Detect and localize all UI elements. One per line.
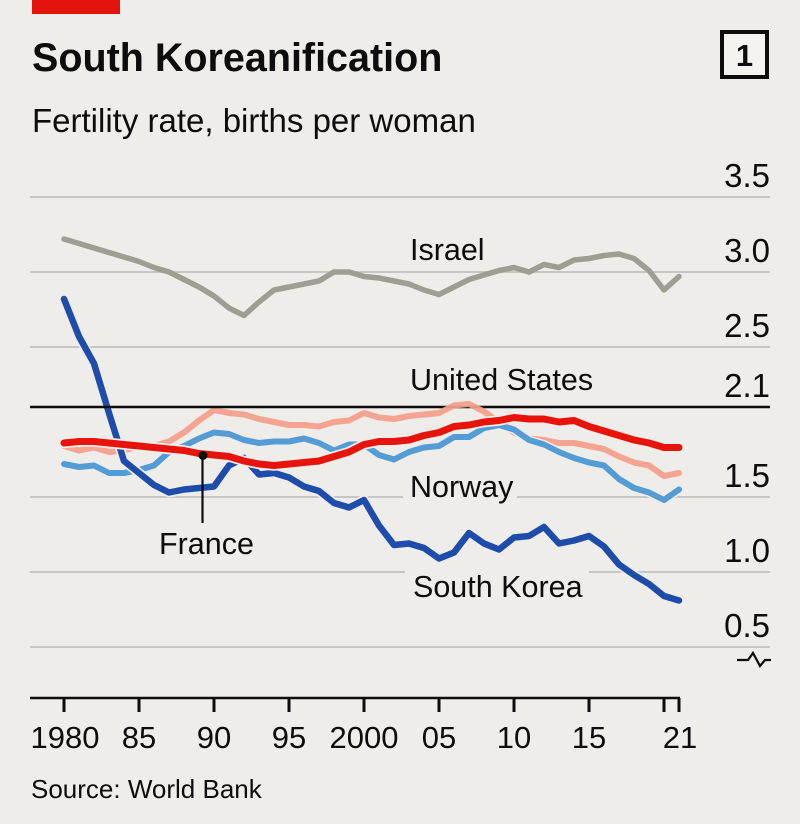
svg-text:3.0: 3.0 [724, 232, 770, 269]
svg-text:South Korea: South Korea [413, 570, 583, 604]
svg-text:95: 95 [272, 720, 306, 755]
svg-text:Fertility rate, births per wom: Fertility rate, births per woman [32, 102, 476, 139]
svg-text:2000: 2000 [330, 720, 399, 755]
svg-text:United States: United States [410, 363, 593, 397]
svg-text:85: 85 [122, 720, 156, 755]
svg-text:2.1: 2.1 [724, 367, 770, 404]
svg-text:2.5: 2.5 [724, 307, 770, 344]
svg-text:South Koreanification: South Koreanification [32, 36, 442, 80]
svg-text:0.5: 0.5 [724, 607, 770, 644]
svg-text:Source: World Bank: Source: World Bank [31, 774, 263, 804]
svg-text:1: 1 [736, 38, 753, 73]
svg-text:05: 05 [422, 720, 456, 755]
svg-text:15: 15 [572, 720, 606, 755]
svg-text:France: France [159, 527, 254, 561]
svg-text:1.5: 1.5 [724, 457, 770, 494]
svg-text:1.0: 1.0 [724, 532, 770, 569]
svg-text:90: 90 [197, 720, 231, 755]
svg-text:3.5: 3.5 [724, 157, 770, 194]
svg-text:21: 21 [663, 720, 697, 755]
svg-text:1980: 1980 [31, 720, 100, 755]
svg-text:Israel: Israel [410, 233, 485, 267]
svg-text:Norway: Norway [410, 470, 514, 504]
svg-text:10: 10 [497, 720, 531, 755]
